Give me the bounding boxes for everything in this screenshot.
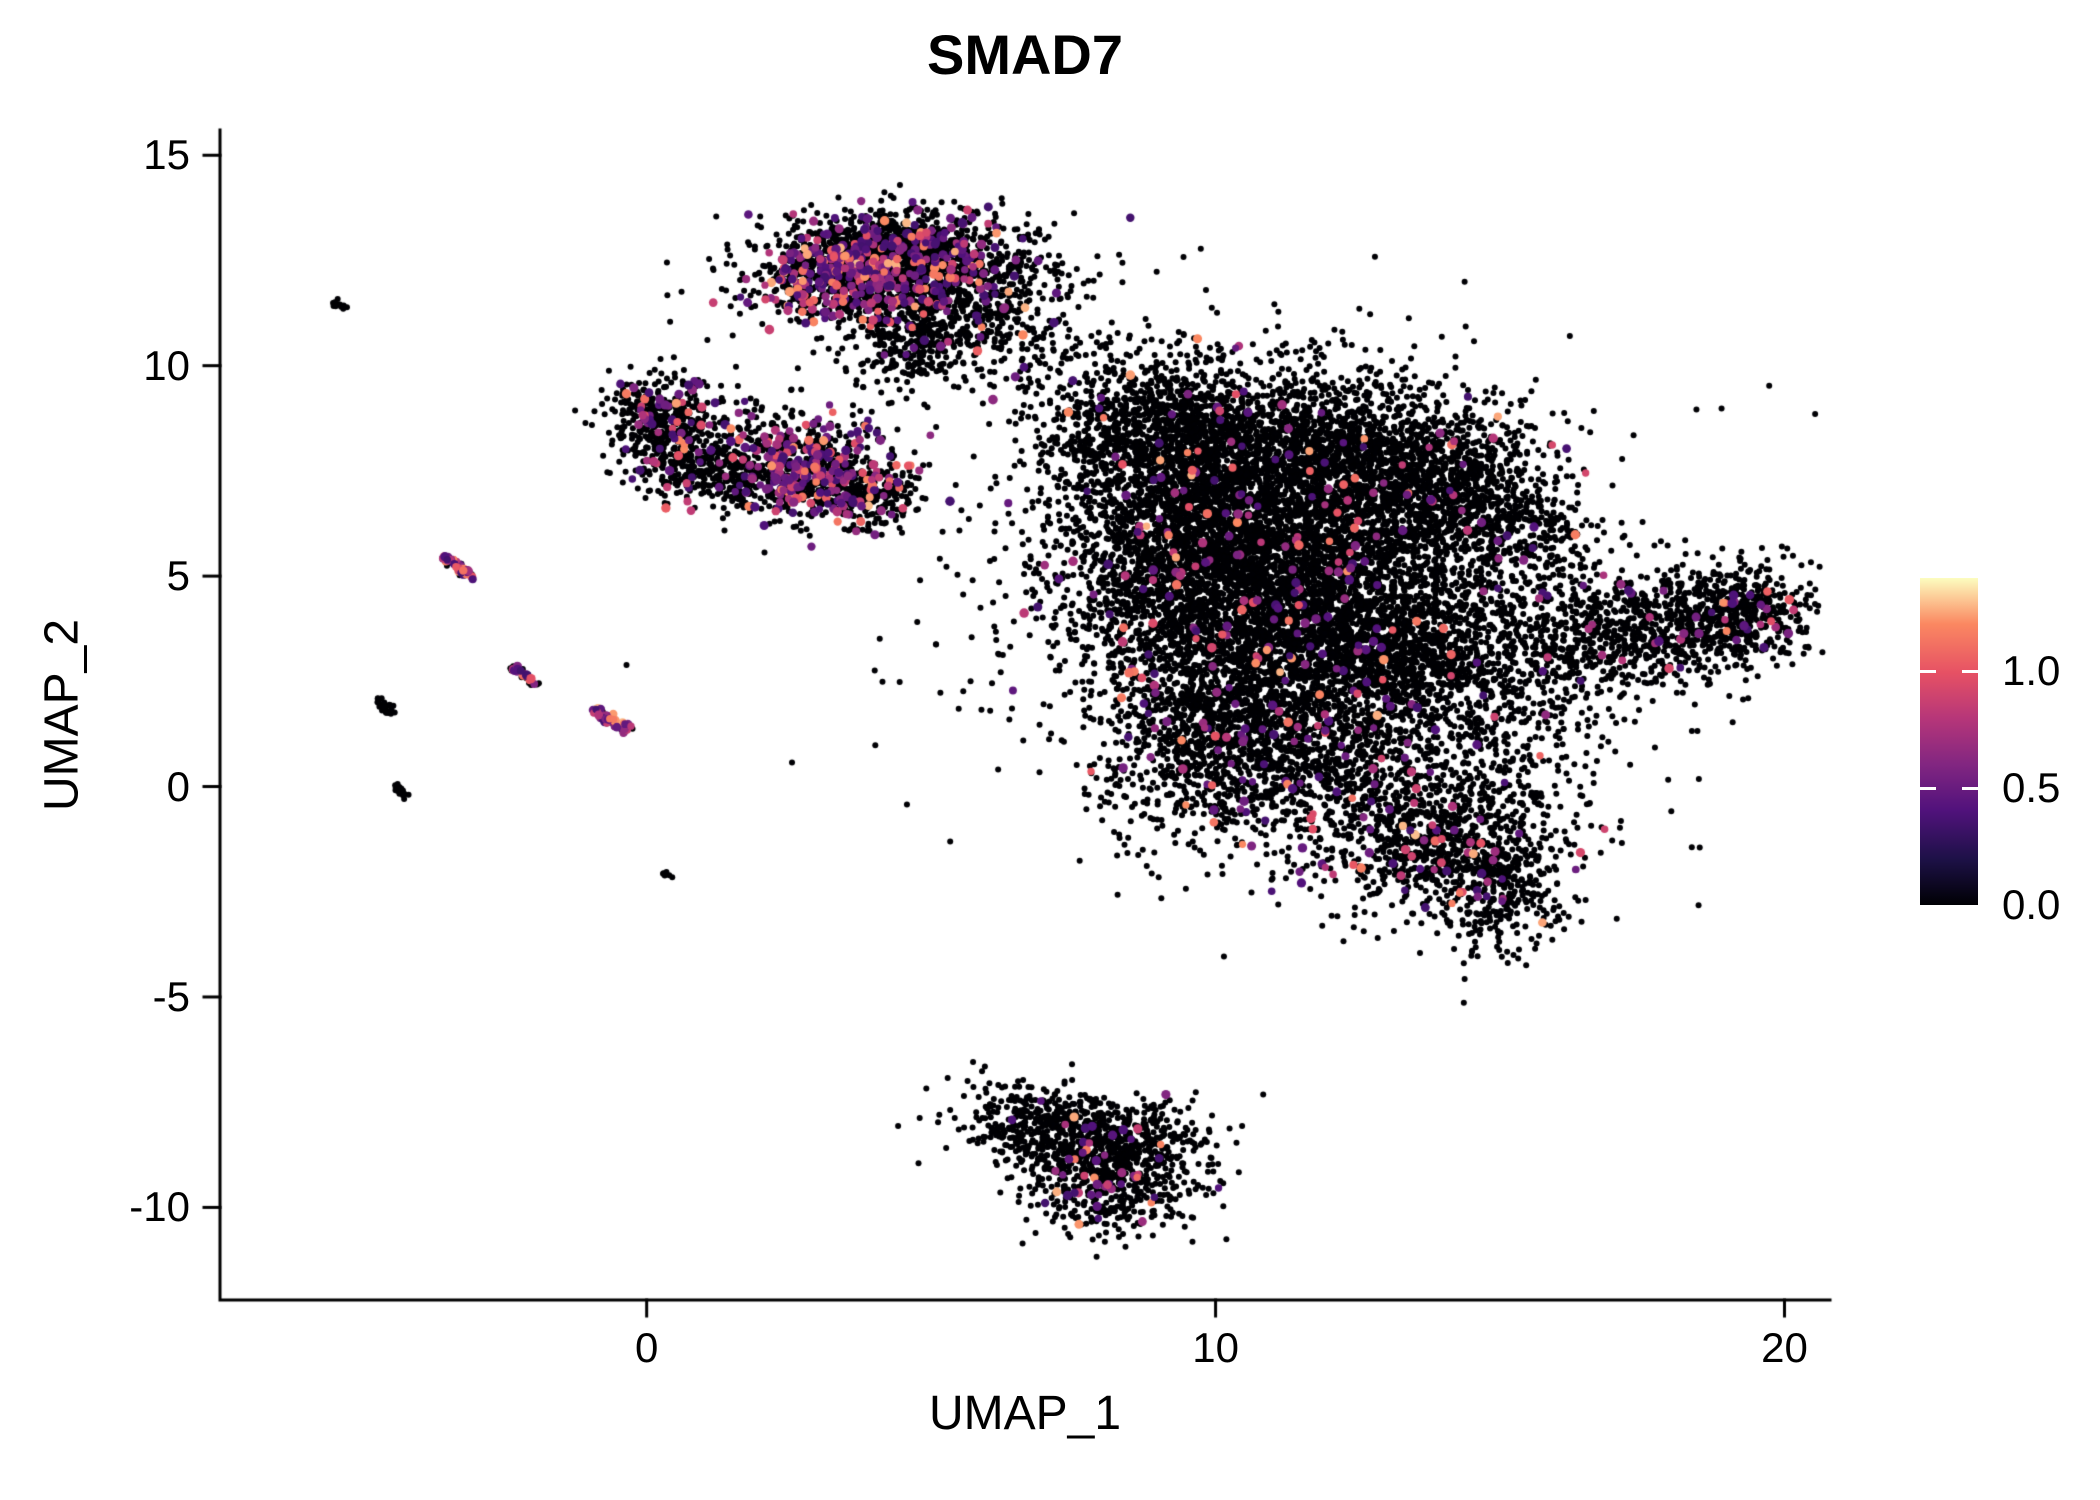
y-tick-label: 5 [166,552,190,600]
y-tick-label: -5 [152,972,190,1020]
y-tick-label: 10 [143,341,190,389]
y-tick-label: 0 [166,762,190,810]
y-tick-label: -10 [129,1183,190,1231]
x-tick-label: 10 [1192,1324,1239,1371]
x-tick-label: 20 [1761,1324,1808,1371]
y-tick-label: 15 [143,131,190,179]
x-axis-label: UMAP_1 [928,1387,1122,1440]
chart-title: SMAD7 [926,23,1124,86]
x-tick-label: 0 [634,1324,659,1371]
